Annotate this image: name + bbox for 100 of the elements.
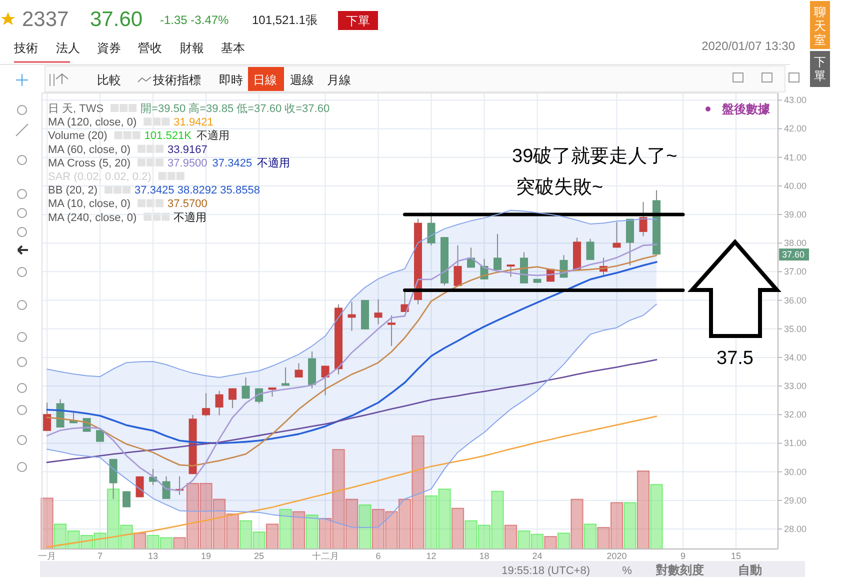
y-tick-label: 32.00 (784, 410, 807, 420)
annotation: BB (20, 2) (48, 184, 98, 197)
annotation: 39破了就要走人了~ (512, 146, 678, 167)
y-tick-label: 35.00 (784, 324, 807, 334)
text: 月線 (327, 73, 351, 87)
candlestick (494, 233, 502, 270)
text: 技術指標 (152, 73, 201, 87)
x-tick-label: 12 (426, 551, 436, 561)
text: 自動 (738, 563, 762, 577)
line-series (46, 210, 658, 378)
y-tick-label: 30.00 (784, 466, 807, 477)
annotation: 37.3425 38.8292 35.8558 (134, 184, 260, 197)
bar (40, 498, 54, 550)
bar (636, 470, 650, 550)
bar (146, 534, 160, 550)
candlestick (612, 222, 621, 248)
candlestick (321, 365, 330, 396)
text: 資券 (97, 41, 121, 55)
annotation: MA (240, close, 0) (48, 212, 137, 224)
candlestick (639, 201, 648, 237)
annotation: MA Cross (5, 20) (48, 157, 131, 170)
bar (464, 520, 478, 550)
bar (54, 524, 67, 550)
bar (438, 488, 451, 550)
x-tick-label: 十二月 (312, 551, 339, 561)
candlestick (586, 238, 594, 260)
text: 下單 (346, 14, 370, 28)
y-tick-label: 43.00 (784, 95, 807, 106)
x-tick-label: 13 (148, 551, 158, 561)
y-tick-label: 34.00 (784, 352, 807, 362)
text: 即時 (219, 73, 243, 87)
x-tick-label: 25 (254, 551, 264, 561)
text: 週線 (290, 73, 314, 87)
candlestick (136, 476, 144, 498)
y-tick-label: 40.00 (784, 180, 807, 191)
bar (212, 498, 226, 550)
bar (504, 524, 518, 550)
candlestick (388, 314, 396, 347)
bar (557, 532, 570, 550)
x-tick-label: 24 (532, 551, 542, 561)
bar (226, 513, 239, 550)
bar (385, 511, 398, 550)
bar (398, 498, 412, 550)
x-tick-label: 6 (376, 551, 381, 561)
bar (518, 530, 530, 550)
bar (200, 482, 212, 550)
annotation: 突破失敗~ (516, 176, 604, 198)
bar (239, 520, 252, 550)
line-series (46, 304, 658, 528)
annotation: 33.9167 (168, 144, 208, 156)
text: 2020/01/07 13:30 (702, 39, 796, 53)
bar (530, 534, 544, 550)
candlestick (427, 212, 436, 246)
y-tick-label: 36.00 (784, 295, 807, 306)
annotation: MA (120, close, 0) (48, 116, 137, 129)
candlestick (242, 376, 250, 400)
candlestick (454, 244, 462, 286)
bar (173, 537, 186, 550)
x-tick-label: 19 (201, 551, 212, 561)
annotation: 不適用 (257, 156, 290, 170)
annotation: 37.3425 (212, 157, 252, 170)
text: 營收 (138, 41, 162, 55)
bar (306, 514, 318, 550)
bar (584, 524, 597, 550)
annotation: 37.5700 (168, 198, 208, 210)
bar (358, 504, 372, 550)
text: 日線 (253, 73, 277, 87)
candlestick (215, 390, 224, 416)
text: 基本 (221, 41, 245, 55)
bar (120, 524, 133, 550)
annotation: 日 天, TWS (48, 103, 104, 115)
annotation: 不適用 (174, 210, 207, 224)
x-tick-label: 7 (98, 551, 103, 561)
text: 聊天室 (814, 5, 826, 47)
annotation: 37.5 (716, 348, 754, 369)
candlestick (43, 402, 52, 432)
bar (544, 536, 557, 550)
text: 對數刻度 (655, 563, 704, 577)
annotation: 101.521K (144, 130, 192, 142)
text: 37.60 (90, 8, 143, 31)
bar (624, 502, 636, 550)
y-tick-label: 41.00 (784, 152, 807, 162)
bar (318, 518, 332, 550)
text: % (622, 565, 632, 577)
annotation: 37.9500 (168, 157, 208, 170)
candlestick (202, 392, 210, 417)
y-tick-label: 29.00 (784, 495, 807, 506)
x-tick-label: 9 (680, 551, 686, 561)
y-tick-label: 28.00 (784, 524, 807, 534)
text: 2337 (22, 8, 69, 31)
y-tick-label: 38.00 (784, 238, 807, 248)
candlestick (506, 264, 515, 278)
bar (424, 495, 438, 550)
annotation: 盤後數據 (721, 102, 771, 116)
candlestick (282, 366, 290, 386)
y-tick-label: 33.00 (784, 381, 807, 392)
bar (597, 527, 610, 550)
bar (252, 532, 266, 550)
text: 下單 (814, 55, 826, 83)
bar (345, 498, 358, 550)
